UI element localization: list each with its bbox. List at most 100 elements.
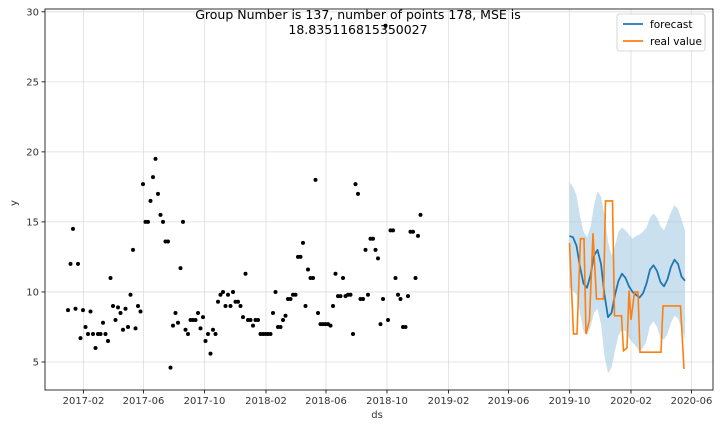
- observed-point: [101, 320, 105, 325]
- x-tick-label: 2020-02: [610, 396, 652, 407]
- observed-point: [126, 324, 130, 329]
- observed-point: [273, 289, 278, 294]
- x-tick-label: 2017-02: [63, 396, 105, 407]
- observed-point: [66, 308, 70, 313]
- observed-point: [116, 305, 120, 310]
- real-value-line: [568, 200, 685, 370]
- observed-point: [138, 309, 143, 314]
- observed-point: [251, 323, 255, 328]
- chart-title-line-1: Group Number is 137, number of points 17…: [195, 7, 521, 22]
- y-tick-label: 30: [26, 7, 39, 18]
- legend: forecast real value: [616, 13, 706, 52]
- observed-point: [231, 289, 235, 294]
- observed-point: [201, 315, 205, 320]
- observed-point: [278, 324, 283, 329]
- observed-point: [298, 254, 303, 259]
- observed-point: [208, 351, 213, 356]
- observed-point: [376, 256, 380, 261]
- observed-point: [393, 275, 398, 280]
- observed-point: [351, 331, 355, 336]
- observed-point: [378, 322, 383, 327]
- observed-point: [293, 292, 298, 297]
- real-value-series: [568, 200, 685, 370]
- observed-point: [78, 336, 83, 341]
- observed-point: [176, 320, 180, 325]
- y-tick-label: 15: [26, 217, 39, 228]
- observed-point: [158, 212, 163, 217]
- y-tick-label: 10: [26, 287, 39, 298]
- observed-point: [238, 303, 243, 308]
- observed-point: [411, 229, 415, 234]
- observed-point: [111, 303, 115, 308]
- observed-point: [91, 331, 95, 336]
- observed-point: [181, 219, 185, 224]
- observed-point: [416, 233, 420, 238]
- observed-point: [313, 177, 318, 182]
- observed-point: [403, 324, 408, 329]
- observed-point: [171, 323, 175, 328]
- observed-point: [196, 310, 200, 315]
- observed-point: [106, 338, 110, 343]
- observed-point: [338, 294, 343, 299]
- observed-point: [168, 365, 173, 370]
- observed-point: [236, 299, 240, 304]
- observed-point: [303, 303, 308, 308]
- observed-point: [151, 175, 155, 180]
- y-tick-label: 20: [26, 147, 39, 158]
- observed-point: [156, 191, 160, 196]
- observed-point: [398, 296, 403, 301]
- observed-point: [183, 327, 188, 332]
- chart-title-line-2: 18.835116815350027: [288, 22, 427, 37]
- observed-point: [146, 219, 150, 224]
- observed-point: [413, 275, 418, 280]
- observed-point: [228, 303, 233, 308]
- observed-point: [206, 331, 210, 336]
- y-tick-label: 25: [26, 77, 39, 88]
- x-axis-ticks: 2017-02 2017-06 2017-10 2018-02 2018-06 2018-…: [63, 390, 712, 407]
- observed-point: [198, 326, 203, 331]
- observed-point: [86, 331, 90, 336]
- observed-point: [371, 236, 375, 241]
- x-axis-label: ds: [371, 410, 383, 421]
- observed-point: [221, 289, 225, 294]
- observed-point: [331, 303, 335, 308]
- observed-point: [211, 327, 215, 332]
- observed-point: [178, 266, 183, 271]
- forecast-series: [569, 235, 686, 319]
- gridlines: [45, 9, 713, 390]
- observed-point: [366, 292, 370, 297]
- observed-point: [226, 292, 230, 297]
- observed-point: [406, 294, 410, 299]
- observed-point: [311, 275, 315, 280]
- uncertainty-band: [569, 182, 685, 374]
- observed-point: [223, 303, 228, 308]
- observed-point: [281, 317, 285, 322]
- y-axis-label: y: [9, 200, 20, 206]
- observed-point: [193, 317, 198, 322]
- observed-point: [391, 228, 395, 233]
- forecast-line: [569, 235, 686, 319]
- observed-point: [166, 239, 170, 244]
- observed-point: [381, 296, 385, 301]
- observed-point: [213, 331, 218, 336]
- observed-point: [216, 299, 220, 304]
- observed-point: [118, 310, 123, 315]
- observed-point: [131, 247, 135, 252]
- observed-point: [136, 303, 140, 308]
- observed-point: [248, 317, 253, 322]
- observed-point: [396, 292, 400, 297]
- plot-frame: [44, 8, 714, 391]
- observed-point: [71, 226, 75, 231]
- observed-point: [333, 271, 338, 276]
- observed-point: [256, 317, 260, 322]
- observed-point: [243, 271, 248, 276]
- y-axis-ticks: 5 10 15 20 25 30: [26, 7, 45, 368]
- observed-point: [418, 212, 423, 217]
- observed-point: [98, 331, 103, 336]
- x-tick-label: 2018-06: [305, 396, 347, 407]
- observed-point: [288, 296, 293, 301]
- observed-point: [128, 292, 133, 297]
- observed-point: [348, 292, 353, 297]
- observed-point: [316, 310, 320, 315]
